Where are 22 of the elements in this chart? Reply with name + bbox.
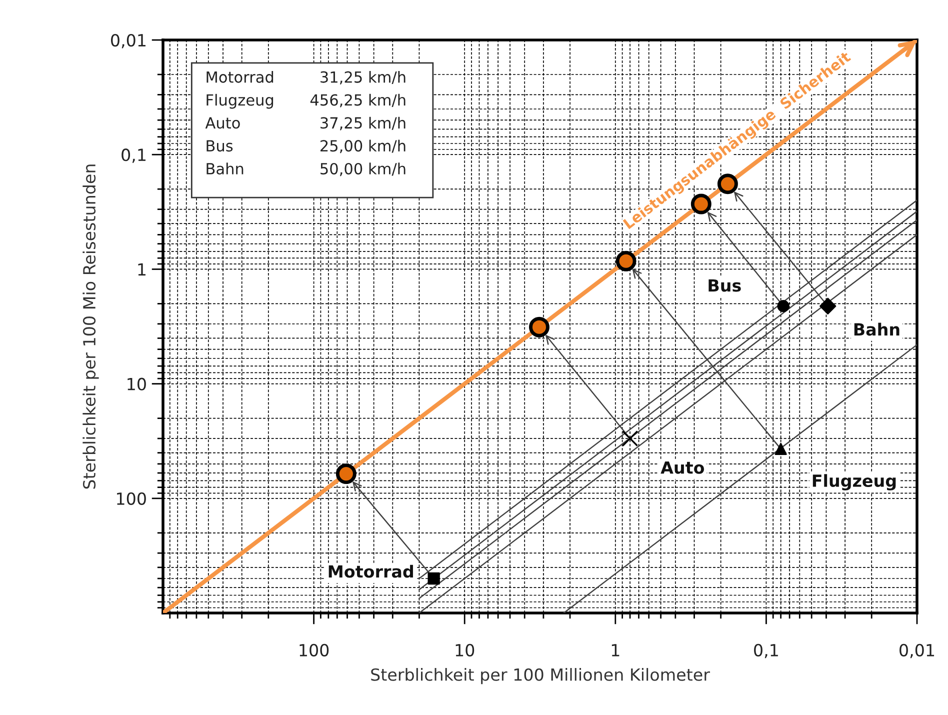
x-tick-label: 10 — [456, 644, 474, 656]
x-tick-label: 0,01 — [900, 644, 934, 658]
x-tick-label: 1 — [612, 644, 620, 656]
text: Bahn 50,00 km/h — [206, 162, 406, 176]
y-tick-label: 0,1 — [122, 148, 146, 163]
y-axis-title: Sterblichkeit per 100 Mio Reisestunden — [82, 164, 99, 489]
y-tick-label: 100 — [117, 492, 146, 505]
x-tick-label: 100 — [300, 644, 329, 656]
x-tick-label: 0,1 — [754, 644, 778, 658]
y-tick-label: 10 — [128, 378, 146, 390]
x-axis-title: Sterblichkeit per 100 Millionen Kilometer — [371, 668, 710, 684]
text: Flugzeug 456,25 km/h — [206, 94, 406, 109]
annotation: Motorrad — [328, 564, 413, 578]
annotation: Bahn — [854, 322, 900, 336]
y-tick-label: 0,01 — [111, 34, 146, 48]
annotation: Bus — [708, 279, 741, 292]
text: Auto 37,25 km/h — [205, 116, 406, 130]
annotation: Flugzeug — [812, 474, 896, 490]
y-tick-label: 1 — [138, 263, 146, 276]
text: Motorrad 31,25 km/h — [206, 71, 406, 84]
annotation: Auto — [660, 461, 704, 474]
text: Bus 25,00 km/h — [206, 140, 406, 154]
